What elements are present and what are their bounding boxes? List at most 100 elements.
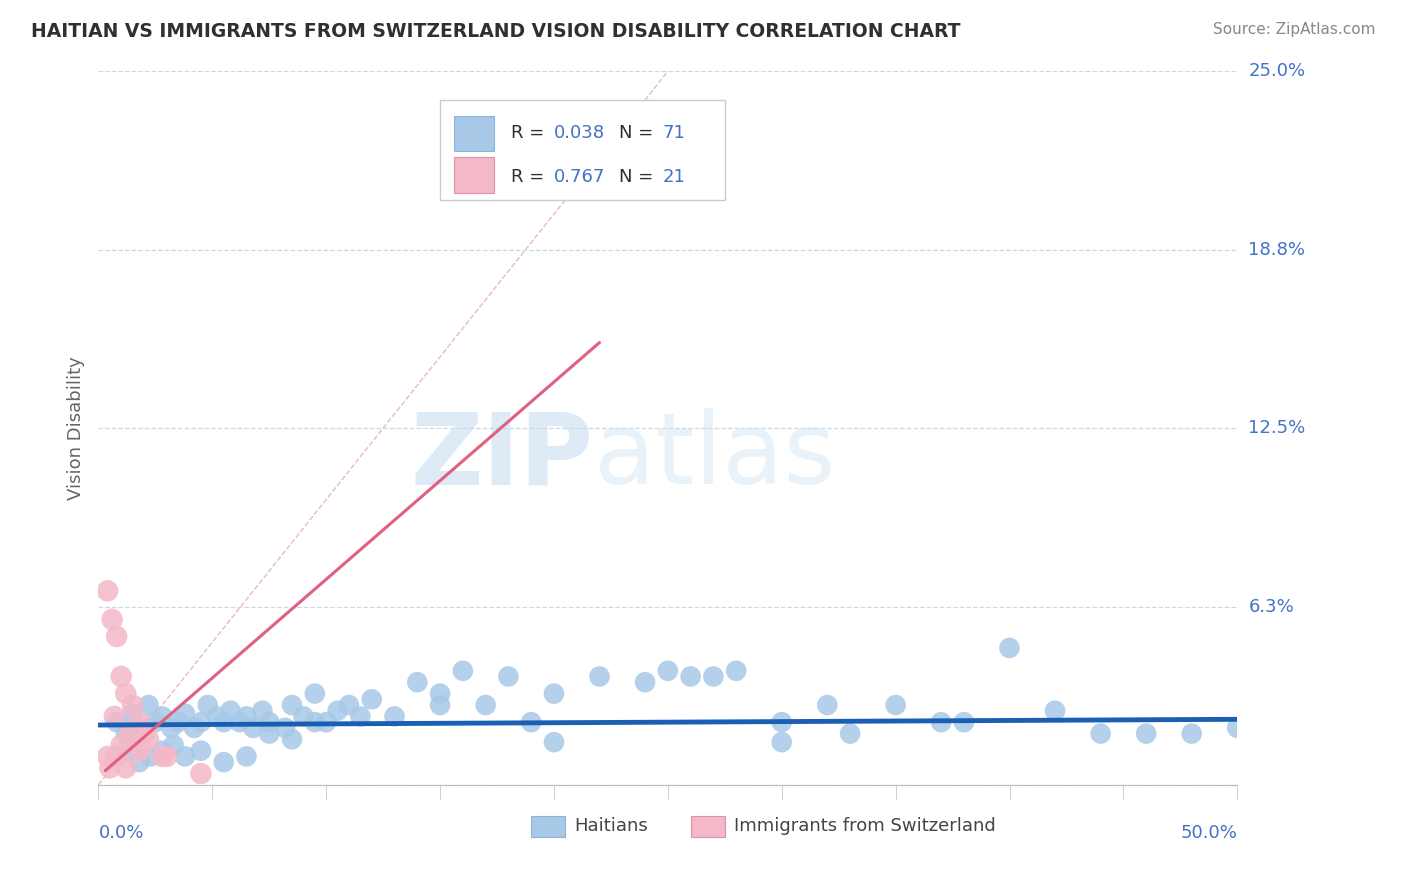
Text: 21: 21 <box>662 168 685 186</box>
Text: 25.0%: 25.0% <box>1249 62 1306 80</box>
Point <box>770 735 793 749</box>
Point <box>183 721 205 735</box>
Point <box>96 749 118 764</box>
Point <box>242 721 264 735</box>
Point <box>498 669 520 683</box>
Text: N =: N = <box>619 125 659 143</box>
Point <box>105 749 128 764</box>
Point <box>121 706 143 721</box>
Point <box>292 709 315 723</box>
Point <box>429 687 451 701</box>
Point <box>212 755 235 769</box>
Point <box>103 709 125 723</box>
Text: 18.8%: 18.8% <box>1249 241 1305 259</box>
Point <box>406 675 429 690</box>
Point <box>114 761 136 775</box>
Point <box>520 715 543 730</box>
Point <box>634 675 657 690</box>
Text: 0.038: 0.038 <box>554 125 605 143</box>
Text: Haitians: Haitians <box>575 817 648 835</box>
Point <box>105 715 128 730</box>
Point <box>228 715 250 730</box>
Point <box>702 669 724 683</box>
Y-axis label: Vision Disability: Vision Disability <box>66 356 84 500</box>
Point <box>98 761 121 775</box>
Point <box>121 698 143 712</box>
Point <box>190 744 212 758</box>
Point <box>128 721 150 735</box>
Point <box>679 669 702 683</box>
FancyBboxPatch shape <box>440 100 725 200</box>
Point <box>770 715 793 730</box>
Point <box>725 664 748 678</box>
Text: 71: 71 <box>662 125 685 143</box>
FancyBboxPatch shape <box>690 815 725 837</box>
Point <box>150 709 173 723</box>
FancyBboxPatch shape <box>454 157 494 193</box>
Text: atlas: atlas <box>593 409 835 505</box>
Text: R =: R = <box>510 125 550 143</box>
Point <box>190 766 212 780</box>
Point <box>588 669 610 683</box>
Point <box>281 698 304 712</box>
Point <box>128 755 150 769</box>
Text: ZIP: ZIP <box>411 409 593 505</box>
Point <box>337 698 360 712</box>
Point <box>212 715 235 730</box>
Point <box>953 715 976 730</box>
Point <box>274 721 297 735</box>
Point <box>128 738 150 752</box>
Text: HAITIAN VS IMMIGRANTS FROM SWITZERLAND VISION DISABILITY CORRELATION CHART: HAITIAN VS IMMIGRANTS FROM SWITZERLAND V… <box>31 22 960 41</box>
Text: Immigrants from Switzerland: Immigrants from Switzerland <box>734 817 995 835</box>
Point <box>101 612 124 626</box>
Point <box>96 583 118 598</box>
Point <box>884 698 907 712</box>
Point <box>384 709 406 723</box>
Point <box>117 744 139 758</box>
Point <box>150 744 173 758</box>
Text: 0.0%: 0.0% <box>98 824 143 842</box>
Text: 50.0%: 50.0% <box>1181 824 1237 842</box>
Point <box>235 709 257 723</box>
Text: 0.767: 0.767 <box>554 168 606 186</box>
Point <box>138 732 160 747</box>
Point <box>281 732 304 747</box>
Point <box>197 698 219 712</box>
Text: R =: R = <box>510 168 550 186</box>
Point <box>110 669 132 683</box>
Point <box>174 749 197 764</box>
Point <box>451 664 474 678</box>
Point <box>1043 704 1066 718</box>
Point <box>657 664 679 678</box>
Point <box>156 749 179 764</box>
Point <box>326 704 349 718</box>
Point <box>259 726 281 740</box>
Point <box>219 704 242 718</box>
Point <box>205 709 228 723</box>
Point <box>815 698 838 712</box>
Point <box>1181 726 1204 740</box>
Point <box>138 698 160 712</box>
Point <box>120 726 142 740</box>
Point <box>174 706 197 721</box>
Point <box>839 726 862 740</box>
Point <box>190 715 212 730</box>
Point <box>360 692 382 706</box>
Point <box>1226 721 1249 735</box>
Point <box>474 698 496 712</box>
Point <box>110 738 132 752</box>
Point <box>259 715 281 730</box>
Point <box>998 640 1021 655</box>
Text: 12.5%: 12.5% <box>1249 419 1306 437</box>
Point <box>304 687 326 701</box>
Point <box>132 726 155 740</box>
Text: Source: ZipAtlas.com: Source: ZipAtlas.com <box>1212 22 1375 37</box>
Point <box>105 630 128 644</box>
Point <box>429 698 451 712</box>
Point <box>543 735 565 749</box>
Point <box>162 738 184 752</box>
Text: 6.3%: 6.3% <box>1249 598 1294 615</box>
Point <box>1090 726 1112 740</box>
Point <box>235 749 257 764</box>
Point <box>929 715 952 730</box>
